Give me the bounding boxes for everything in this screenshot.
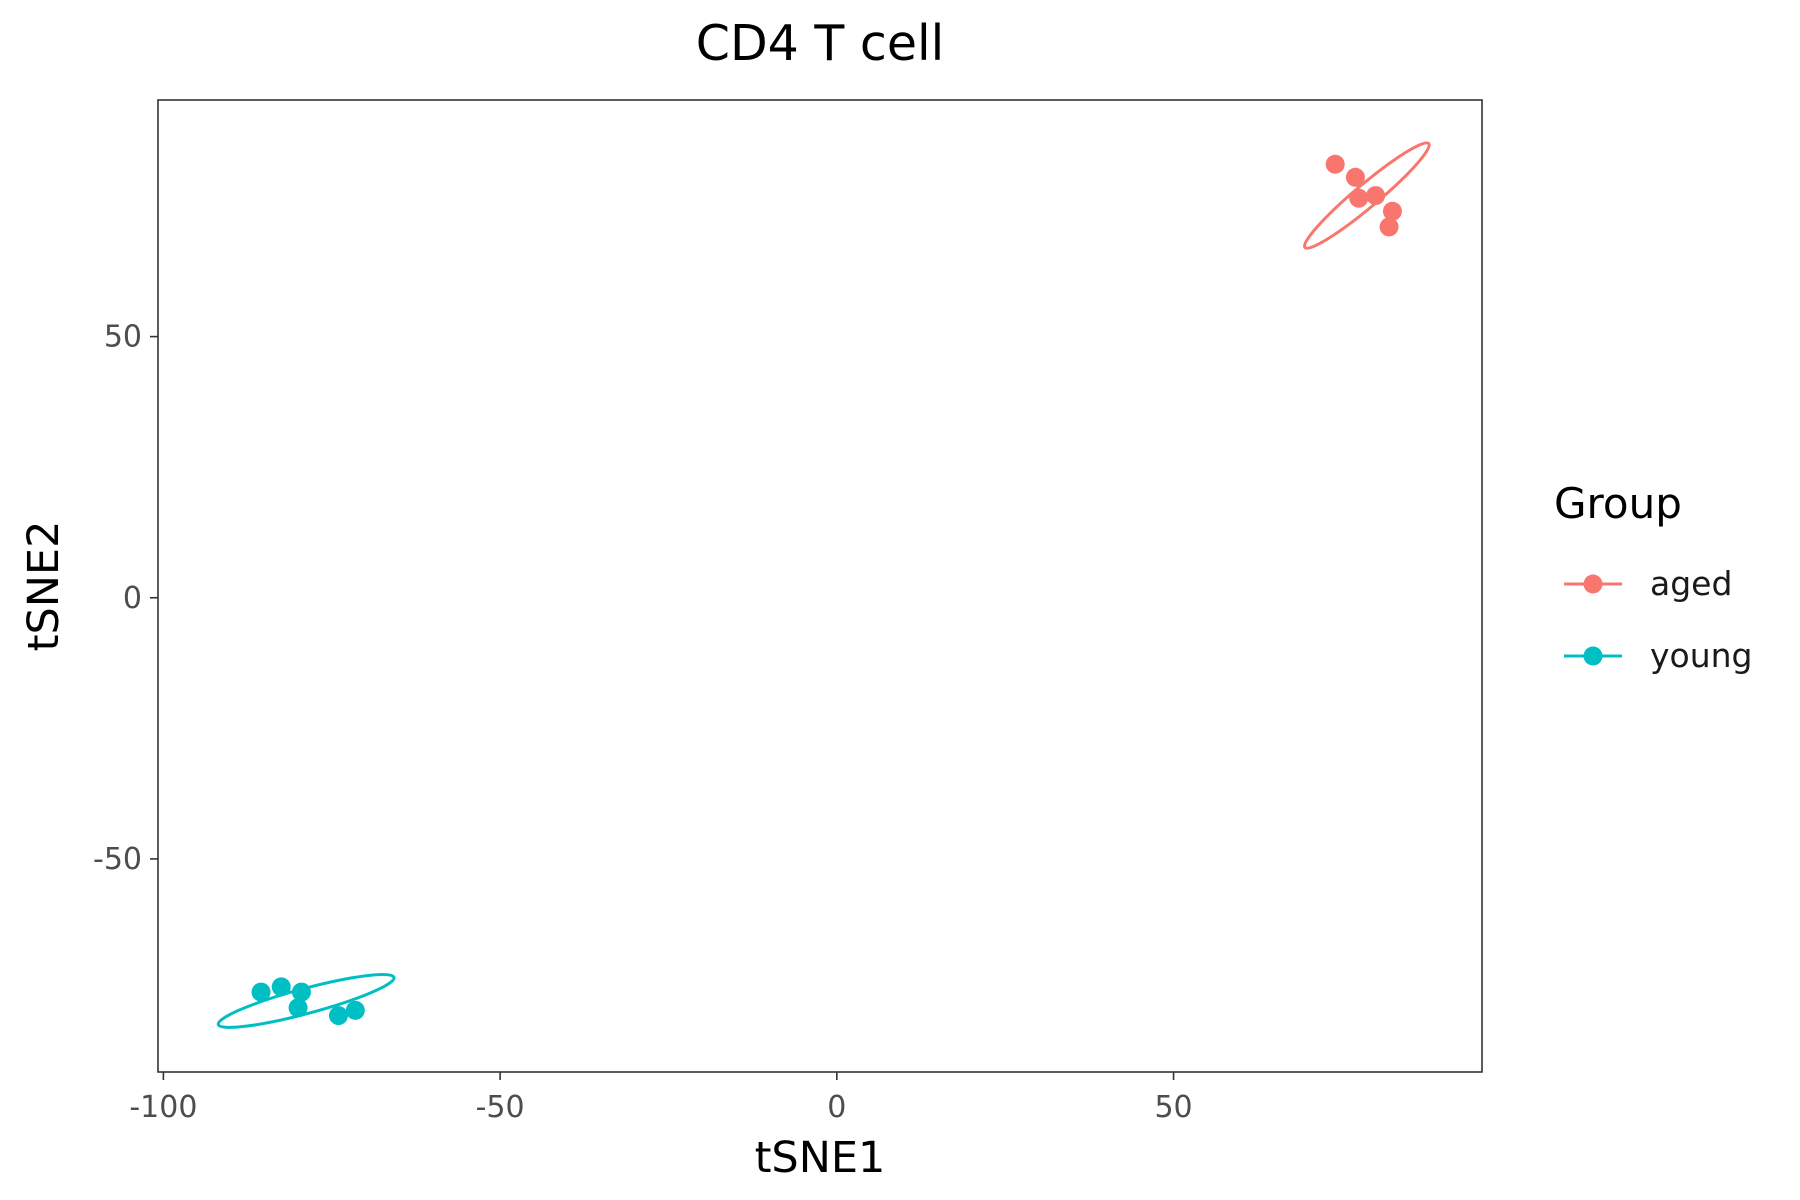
x-tick-label: -50 bbox=[476, 1090, 525, 1125]
y-tick-label: -50 bbox=[93, 842, 142, 877]
x-tick-label: 0 bbox=[827, 1090, 846, 1125]
legend-key-point bbox=[1583, 574, 1603, 594]
legend-item-young: young bbox=[1564, 636, 1753, 675]
axis-layer: -100 -50 0 50 50 0 -50 bbox=[93, 320, 1193, 1125]
x-tick-label: 50 bbox=[1154, 1090, 1192, 1125]
data-point-young bbox=[291, 982, 311, 1002]
y-axis-title: tSNE2 bbox=[19, 521, 69, 652]
legend: Group aged young bbox=[1554, 479, 1753, 675]
data-point-aged bbox=[1366, 186, 1386, 206]
legend-items: aged young bbox=[1564, 564, 1753, 675]
data-point-young bbox=[345, 1000, 365, 1020]
data-point-aged bbox=[1382, 201, 1402, 221]
data-point-young bbox=[288, 998, 308, 1018]
point-layer bbox=[251, 154, 1402, 1026]
legend-label: aged bbox=[1650, 564, 1732, 603]
legend-item-aged: aged bbox=[1564, 564, 1732, 603]
data-point-young bbox=[328, 1006, 348, 1026]
x-axis-title: tSNE1 bbox=[755, 1133, 886, 1183]
data-point-aged bbox=[1349, 188, 1369, 208]
legend-title: Group bbox=[1554, 479, 1682, 528]
y-tick-label: 50 bbox=[104, 320, 142, 355]
x-tick-label: -100 bbox=[129, 1090, 197, 1125]
plot-panel bbox=[157, 99, 1483, 1073]
data-point-young bbox=[251, 982, 271, 1002]
y-tick-label: 0 bbox=[123, 581, 142, 616]
data-point-young bbox=[271, 977, 291, 997]
data-point-aged bbox=[1325, 154, 1345, 174]
legend-key-point bbox=[1583, 646, 1603, 666]
data-point-aged bbox=[1379, 217, 1399, 237]
data-point-aged bbox=[1345, 167, 1365, 187]
chart-title: CD4 T cell bbox=[696, 15, 945, 72]
legend-label: young bbox=[1650, 636, 1753, 675]
